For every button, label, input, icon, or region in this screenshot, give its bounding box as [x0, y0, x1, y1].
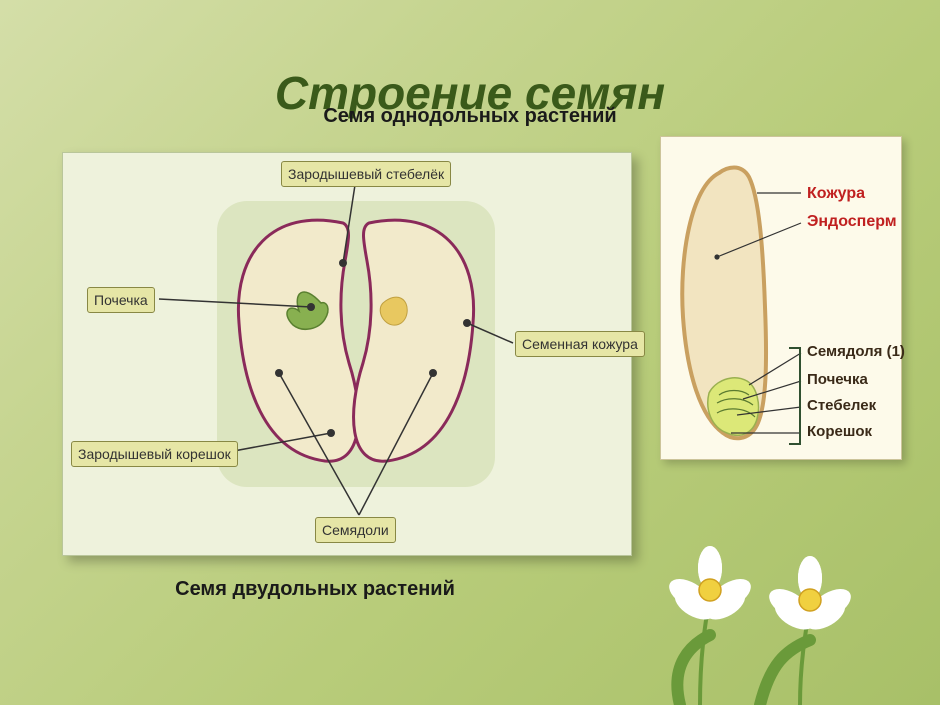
mono-label-coat: Кожура: [807, 185, 865, 203]
dicot-panel: Зародышевый стебелёк Почечка Семенная ко…: [62, 152, 632, 556]
monocot-panel: Кожура Эндосперм Семядоля (1) Почечка Ст…: [660, 136, 902, 460]
label-cotyledons: Семядоли: [315, 517, 396, 543]
mono-bracket: [789, 347, 801, 445]
label-embryo-root: Зародышевый корешок: [71, 441, 238, 467]
mono-label-bud: Почечка: [807, 371, 868, 388]
flowers-decoration: [610, 535, 930, 705]
mono-label-endosperm: Эндосперм: [807, 213, 897, 231]
subtitle-monocot: Семя однодольных растений: [0, 105, 940, 128]
slide: { "title": "Строение семян", "subtitle":…: [0, 0, 940, 705]
label-embryo-bud: Почечка: [87, 287, 155, 313]
mono-label-cotyledon: Семядоля (1): [807, 343, 905, 360]
mono-label-root: Корешок: [807, 423, 872, 440]
caption-dicot: Семя двудольных растений: [0, 578, 630, 601]
label-embryo-stem: Зародышевый стебелёк: [281, 161, 451, 187]
mono-label-stem: Стебелек: [807, 397, 876, 414]
label-seed-coat: Семенная кожура: [515, 331, 645, 357]
